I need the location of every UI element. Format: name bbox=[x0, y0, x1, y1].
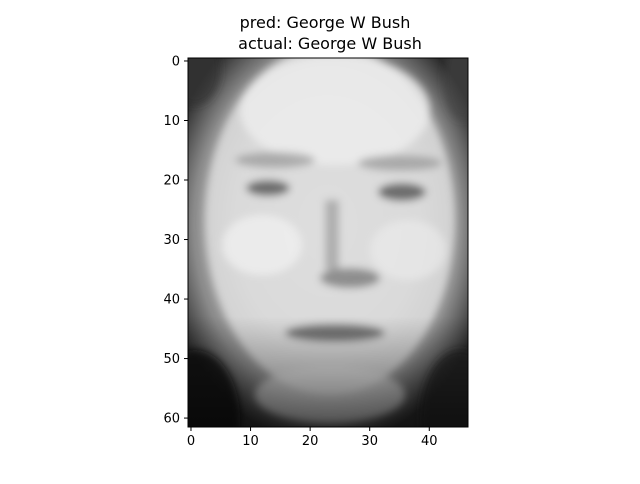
y-tick-label: 50 bbox=[163, 352, 180, 367]
axes-frame bbox=[187, 57, 469, 428]
y-tick-label: 40 bbox=[163, 293, 180, 308]
y-tick-label: 60 bbox=[163, 412, 180, 427]
chart-title-line1: pred: George W Bush bbox=[240, 13, 411, 32]
x-tick-label: 0 bbox=[187, 434, 195, 449]
y-tick-label: 30 bbox=[163, 233, 180, 248]
x-tick-label: 20 bbox=[302, 434, 319, 449]
y-tick-label: 10 bbox=[163, 114, 180, 129]
x-tick-label: 30 bbox=[361, 434, 378, 449]
x-axis-ticks: 0 10 20 30 40 bbox=[187, 427, 438, 449]
x-tick-label: 40 bbox=[421, 434, 438, 449]
heatmap-image bbox=[188, 58, 468, 427]
y-axis-ticks: 0 10 20 30 40 50 60 bbox=[163, 54, 188, 427]
y-tick-label: 20 bbox=[163, 174, 180, 189]
chart-title-line2: actual: George W Bush bbox=[238, 34, 422, 53]
y-tick-label: 0 bbox=[172, 54, 180, 69]
x-tick-label: 10 bbox=[242, 434, 259, 449]
